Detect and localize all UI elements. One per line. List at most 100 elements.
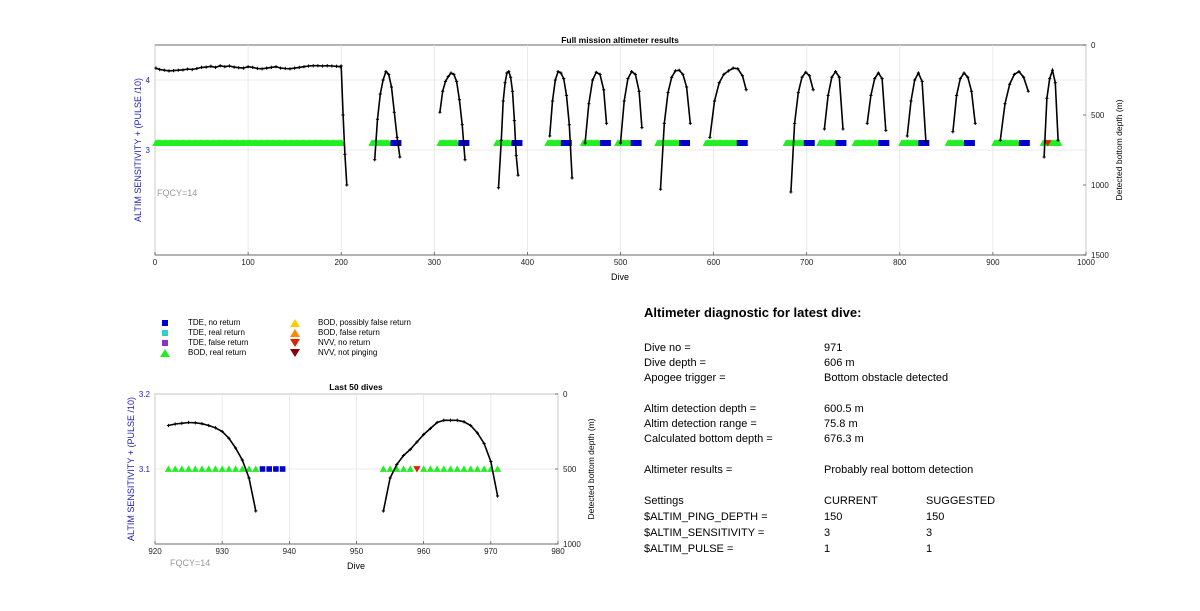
bod-real-return-marker [473,465,481,472]
depth-point [462,420,466,424]
depth-point [293,66,297,70]
tde-no-return-marker [563,140,569,146]
depth-point [387,72,391,76]
diagnostic-title: Altimeter diagnostic for latest dive: [644,305,862,320]
bod-real-return-marker [493,465,502,472]
depth-point [384,70,388,74]
x-axis-label: Dive [611,272,629,282]
depth-profile [548,70,574,180]
depth-point [213,426,218,430]
bod-real-return-marker [393,465,401,472]
sensitivity-label: $ALTIM_SENSITIVITY = [644,527,765,539]
legend-label: BOD, real return [188,348,247,357]
tde-no-return-marker [806,140,812,146]
depth-point [1048,77,1052,81]
legend-label: BOD, false return [318,328,380,337]
depth-point [564,93,569,97]
depth-point [587,102,591,106]
depth-point [455,79,459,83]
depth-point [200,422,204,426]
x-tick-label: 600 [707,258,721,267]
suggested-header: SUGGESTED [926,495,996,507]
bod-real-return-marker [406,465,414,472]
depth-point [865,121,869,125]
dive-no-label: Dive no = [644,342,691,354]
bod-real-return-marker [245,465,253,472]
depth-point [442,418,446,422]
tde-no-return-marker [1021,140,1027,146]
depth-line [1043,67,1059,158]
depth-point [869,93,873,97]
tde-no-return-marker [809,140,815,146]
bod-real-return-marker [205,465,213,472]
depth-point [590,78,595,82]
y-right-tick-label: 1000 [1091,181,1109,190]
depth-point [688,121,692,125]
tde-no-return-marker [679,140,685,146]
depth-point [463,158,467,162]
bod-real-return-marker [399,465,408,472]
depth-point [640,126,644,130]
depth-point [449,71,453,75]
depth-point [909,99,913,103]
depth-point [712,99,717,103]
bod-real-return-marker [453,465,461,472]
depth-point [195,66,199,71]
depth-point [415,440,419,444]
depth-point [962,71,966,75]
tde-no-return-marker [1018,140,1024,146]
depth-point [441,89,445,93]
y-right-axis-label: Detected bottom depth (m) [1114,99,1124,200]
legend-item: TDE, no return [160,318,240,328]
depth-point [966,75,970,79]
bod-real-return-segment [368,139,402,146]
depth-profile [865,71,888,132]
legend-label: NVV, no return [318,338,371,347]
depth-point [176,68,180,72]
depth-point [1050,68,1055,72]
triangle-up-icon [290,318,300,328]
triangle-down-icon [290,338,300,348]
y-left-tick-label: 4 [146,76,151,85]
depth-point [166,423,171,428]
x-tick-label: 970 [484,547,498,556]
depth-point [345,183,349,187]
tde-no-return-marker [464,140,470,146]
depth-point [509,75,513,79]
depth-point [916,71,921,75]
x-tick-label: 960 [417,547,431,556]
bod-real-return-segment [851,139,890,146]
bod-real-return-marker [433,465,441,472]
fqcy-annotation: FQCY=14 [170,558,210,568]
depth-point [924,140,928,144]
x-tick-label: 1000 [1077,258,1095,267]
depth-point [622,99,626,103]
depth-point [207,423,211,428]
tde-no-return-marker [602,140,608,146]
depth-point [666,91,670,95]
depth-point [227,436,231,440]
pulse-label: $ALTIM_PULSE = [644,543,734,555]
tde-no-return-marker [390,140,396,146]
altim-detection-depth-value: 600.5 m [824,403,864,415]
tde-no-return-marker [266,466,272,472]
depth-point [510,89,515,93]
depth-point [633,72,637,76]
fqcy-annotation: FQCY=14 [157,188,197,198]
x-tick-label: 0 [153,258,158,267]
depth-point [1003,102,1007,106]
depth-point [255,66,260,71]
depth-point [428,426,432,431]
depth-point [154,66,158,70]
bod-real-return-segment [782,139,815,146]
tde-no-return-marker [599,140,605,146]
depth-point [1042,155,1046,159]
depth-point [469,423,473,428]
depth-point [726,69,731,73]
altimeter-diagnostic-panel: Altimeter diagnostic for latest dive: Di… [644,305,1064,565]
depth-point [274,65,278,69]
depth-line [373,70,401,160]
depth-point [884,128,888,132]
square-icon [160,318,170,328]
depth-point [455,418,459,422]
